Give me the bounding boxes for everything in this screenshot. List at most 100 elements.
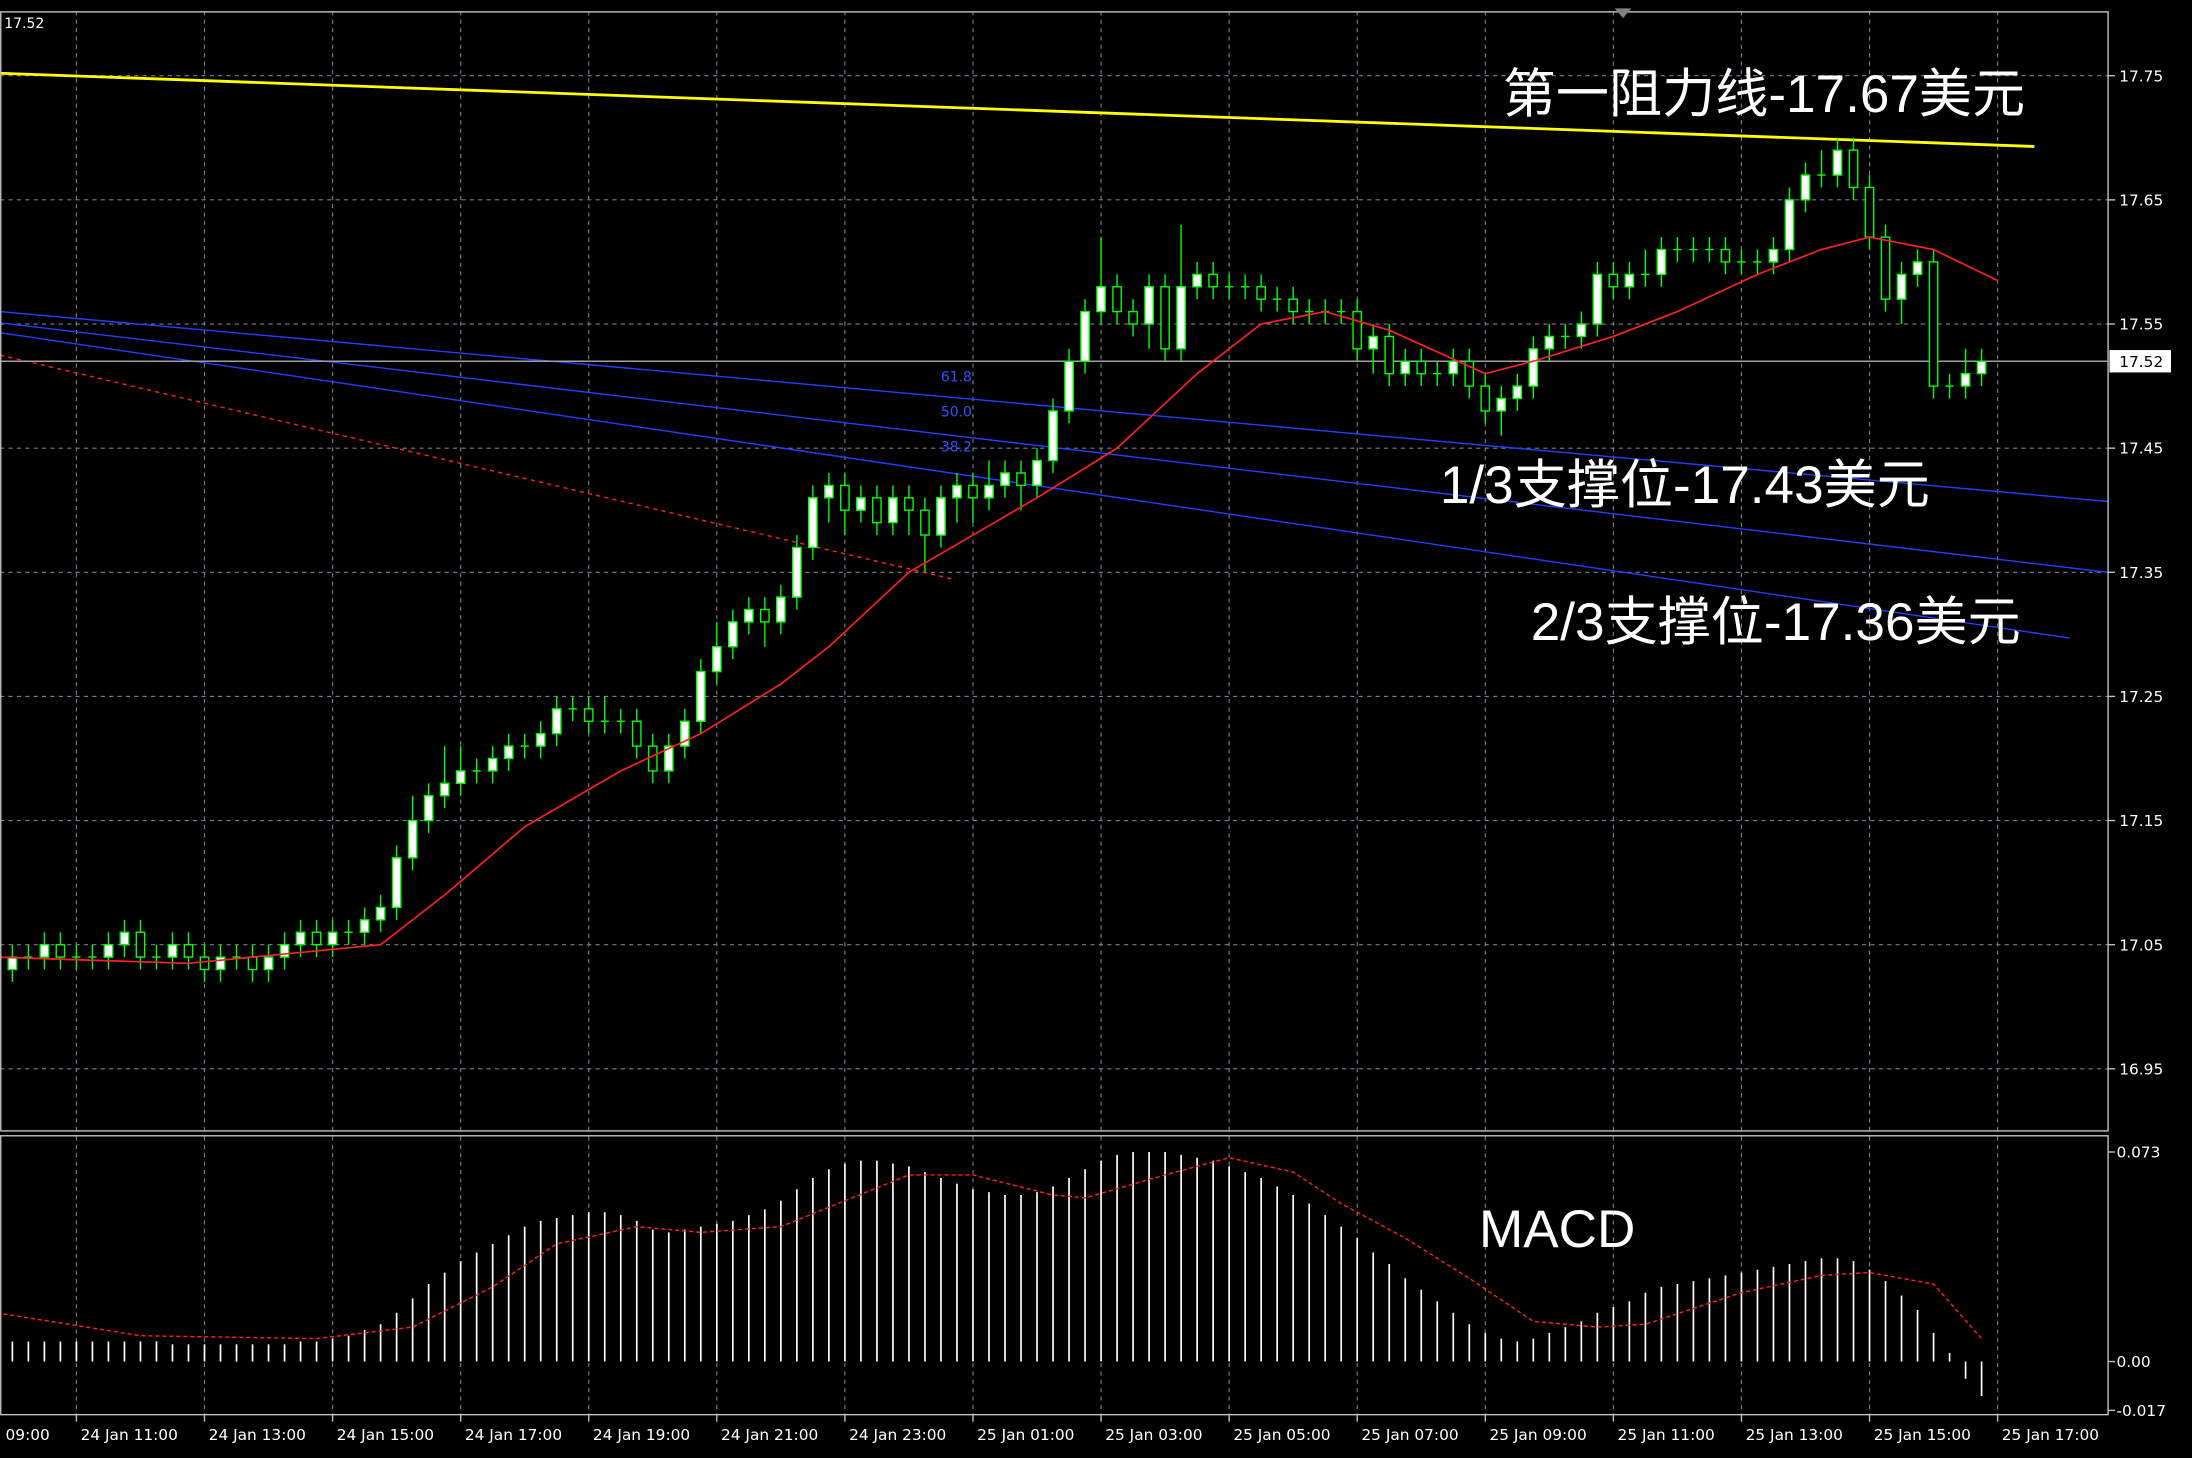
x-tick-label: 25 Jan 15:00: [1874, 1426, 1971, 1444]
candle-body: [1368, 335, 1379, 350]
candle-body: [1144, 286, 1154, 325]
candle-body: [840, 484, 850, 511]
candle-body: [1464, 360, 1475, 387]
annotation: 2/3支撑位-17.36美元: [1531, 593, 2021, 652]
candle-body: [311, 931, 322, 946]
macd-frame: [0, 1135, 2109, 1416]
candle-body: [1480, 385, 1491, 412]
y-tick-label: 17.45: [2119, 440, 2163, 458]
x-tick-label: 24 Jan 17:00: [465, 1426, 562, 1444]
y-tick-label: 17.05: [2119, 936, 2163, 954]
candle-body: [952, 484, 962, 499]
symbol-price: 17.52: [4, 16, 44, 32]
x-tick-label: 24 Jan 11:00: [81, 1426, 178, 1444]
candle-body: [1000, 472, 1010, 487]
candle-body: [103, 943, 114, 958]
y-tick-label: 17.15: [2119, 812, 2163, 830]
trend-line: [0, 71, 2035, 148]
candle-body: [1928, 261, 1939, 387]
candle-body: [215, 956, 226, 971]
candle-body: [711, 646, 722, 673]
candle-body: [679, 720, 690, 747]
x-tick-label: 25 Jan 09:00: [1489, 1426, 1586, 1444]
x-tick-label: 24 Jan 19:00: [593, 1426, 690, 1444]
x-tick-label: 25 Jan 05:00: [1233, 1426, 1330, 1444]
trend-line: [0, 310, 2109, 503]
y-tick-label: 17.75: [2119, 67, 2163, 85]
candle-body: [695, 670, 706, 722]
candle-body: [968, 484, 978, 499]
price-tag: [2109, 350, 2171, 373]
candle-body: [199, 956, 210, 971]
annotation: 第一阻力线-17.67美元: [1503, 65, 2025, 124]
macd-plot: [0, 1136, 1999, 1415]
candle-body: [1064, 360, 1074, 412]
shift-marker: [1614, 8, 1632, 19]
candle-body: [759, 608, 770, 623]
candle-body: [1960, 372, 1971, 387]
candle-body: [792, 546, 802, 598]
x-tick-label: 24 Jan 15:00: [337, 1426, 434, 1444]
y-tick-label: 0.073: [2116, 1144, 2160, 1162]
candle-body: [55, 943, 66, 958]
candle-body: [631, 720, 642, 747]
x-tick-label: 24 Jan 21:00: [721, 1426, 818, 1444]
x-tick-label: 24 Jan 09:00: [0, 1426, 50, 1444]
fib-label: 61.8: [941, 370, 972, 386]
candle-body: [359, 919, 370, 933]
main-frame: [0, 11, 2109, 1132]
candle-body: [279, 943, 290, 958]
y-tick-label: 17.25: [2119, 688, 2163, 706]
y-tick-label: 17.55: [2119, 316, 2163, 334]
candle-body: [1608, 273, 1619, 288]
candle-body: [1720, 248, 1731, 263]
candle-body: [727, 621, 738, 648]
candle-body: [1032, 459, 1042, 487]
candle-body: [1416, 360, 1427, 375]
candle-body: [1896, 273, 1907, 300]
candle-body: [1800, 174, 1811, 201]
x-tick-label: 25 Jan 07:00: [1361, 1426, 1458, 1444]
candle-body: [1400, 360, 1411, 375]
candle-body: [1624, 273, 1635, 288]
candle-body: [1528, 348, 1539, 387]
candle-body: [263, 956, 274, 971]
candle-body: [1288, 298, 1299, 313]
candle-body: [1656, 248, 1667, 276]
x-tick-label: 25 Jan 01:00: [977, 1426, 1074, 1444]
axes: 24 Jan 09:00 24 Jan 11:00 24 Jan 13:00 24 J…: [0, 16, 2171, 1444]
candle-body: [1576, 323, 1587, 338]
candle-body: [920, 509, 930, 536]
candle-body: [1080, 310, 1090, 362]
candle-body: [984, 484, 994, 499]
y-tick-label: 0.00: [2116, 1353, 2150, 1371]
candle-body: [39, 943, 50, 958]
x-tick-label: 25 Jan 03:00: [1105, 1426, 1202, 1444]
candle-body: [904, 497, 914, 511]
candle-body: [856, 497, 866, 511]
candle-body: [1112, 286, 1122, 313]
candle-body: [743, 608, 754, 623]
candle-body: [1176, 286, 1186, 350]
candle-body: [119, 931, 130, 946]
x-tick-label: 25 Jan 11:00: [1618, 1426, 1715, 1444]
candle-body: [808, 497, 818, 549]
candle-body: [775, 596, 786, 623]
candle-body: [391, 857, 402, 909]
candle-body: [1128, 310, 1138, 325]
candle-body: [888, 497, 898, 524]
candle-body: [1784, 199, 1795, 251]
x-tick-label: 24 Jan 23:00: [849, 1426, 946, 1444]
x-tick-label: 25 Jan 17:00: [2002, 1426, 2099, 1444]
candle-body: [247, 956, 258, 971]
candle-body: [647, 745, 658, 772]
candle-body: [1864, 186, 1875, 238]
x-tick-label: 25 Jan 13:00: [1746, 1426, 1843, 1444]
price-tag-label: 17.52: [2119, 353, 2163, 371]
candle-body: [407, 819, 418, 859]
candle-body: [1544, 335, 1555, 350]
candle-body: [455, 770, 466, 785]
candle-body: [1512, 385, 1523, 400]
candle-body: [1352, 310, 1363, 350]
